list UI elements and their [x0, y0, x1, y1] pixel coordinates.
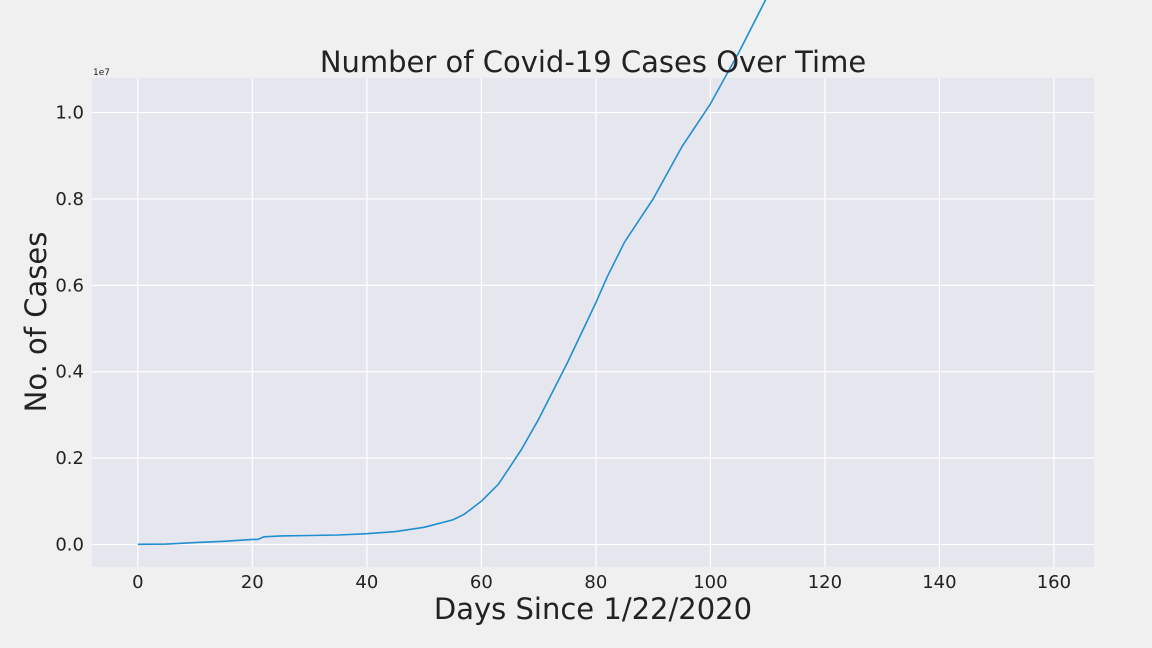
grid	[92, 78, 1094, 567]
x-tick-label: 40	[355, 572, 378, 593]
y-tick-label: 0.6	[55, 275, 84, 296]
y-axis-label: No. of Cases	[19, 232, 53, 413]
x-tick-label: 120	[808, 572, 842, 593]
x-axis-label: Days Since 1/22/2020	[434, 592, 752, 626]
y-offset-label: 1e7	[93, 68, 110, 78]
x-tick-labels: 0 20 40 60 80 100 120 140 160	[132, 572, 1071, 593]
y-tick-label: 0.0	[55, 535, 84, 556]
x-tick-label: 80	[584, 572, 607, 593]
x-tick-label: 20	[241, 572, 264, 593]
x-tick-label: 100	[693, 572, 727, 593]
chart-title: Number of Covid-19 Cases Over Time	[320, 45, 866, 79]
y-tick-labels: 0.0 0.2 0.4 0.6 0.8 1.0	[55, 103, 84, 556]
y-tick-label: 0.8	[55, 189, 84, 210]
y-tick-label: 0.2	[55, 448, 84, 469]
series-line-cases	[137, 0, 767, 546]
y-tick-label: 1.0	[55, 103, 84, 124]
plot-area	[92, 78, 1094, 567]
x-tick-label: 0	[132, 572, 143, 593]
x-tick-label: 140	[922, 572, 956, 593]
x-tick-label: 160	[1037, 572, 1071, 593]
y-tick-label: 0.4	[55, 362, 84, 383]
series-layer	[137, 0, 767, 546]
x-tick-label: 60	[470, 572, 493, 593]
